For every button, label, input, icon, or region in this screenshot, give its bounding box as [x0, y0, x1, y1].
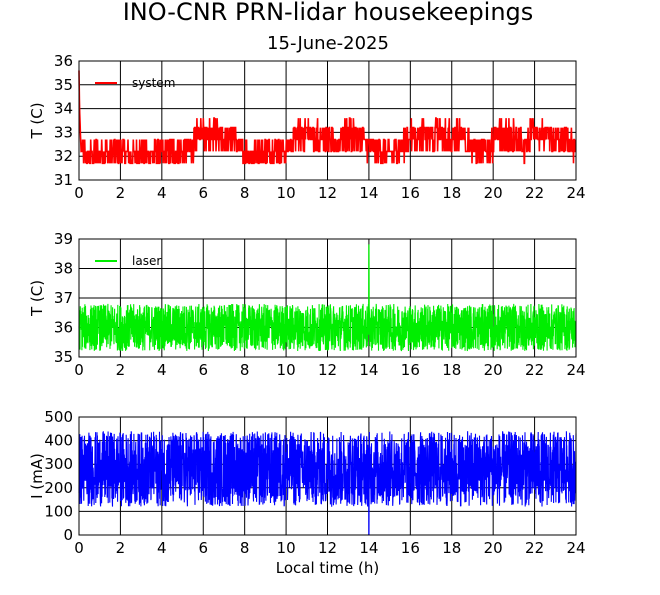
x-tick-label: 10: [277, 539, 296, 557]
x-tick-label: 6: [198, 361, 208, 379]
legend-label: system: [132, 76, 175, 90]
x-tick-label: 0: [74, 361, 84, 379]
x-tick-label: 14: [359, 539, 378, 557]
y-tick-label: 35: [54, 348, 73, 366]
x-tick-label: 14: [359, 184, 378, 202]
x-tick-label: 4: [157, 539, 167, 557]
x-tick-label: 24: [566, 539, 585, 557]
y-tick-label: 500: [44, 408, 73, 426]
chart-title: INO-CNR PRN-lidar housekeepings: [123, 0, 534, 26]
x-tick-label: 20: [484, 361, 503, 379]
y-tick-label: 400: [44, 432, 73, 450]
y-tick-label: 100: [44, 502, 73, 520]
x-tick-label: 0: [74, 184, 84, 202]
series-line-current: [78, 431, 577, 536]
series-line-system: [78, 70, 577, 165]
x-tick-label: 4: [157, 361, 167, 379]
y-tick-label: 39: [54, 230, 73, 248]
y-tick-label: 36: [54, 319, 73, 337]
y-tick-label: 37: [54, 289, 73, 307]
x-tick-label: 10: [277, 361, 296, 379]
plot-frame: [78, 416, 577, 536]
y-tick-label: 35: [54, 76, 73, 94]
series-line-laser: [78, 244, 577, 352]
x-tick-label: 10: [277, 184, 296, 202]
chart-subtitle: 15-June-2025: [267, 33, 389, 54]
x-tick-label: 18: [442, 361, 461, 379]
y-tick-label: 36: [54, 52, 73, 70]
x-tick-label: 22: [525, 361, 544, 379]
y-axis-label: I (mA): [28, 453, 46, 499]
x-tick-label: 16: [401, 184, 420, 202]
x-tick-label: 6: [198, 184, 208, 202]
y-tick-label: 0: [63, 526, 73, 544]
x-tick-label: 16: [401, 361, 420, 379]
x-tick-label: 20: [484, 184, 503, 202]
y-tick-label: 200: [44, 479, 73, 497]
x-tick-label: 2: [116, 539, 126, 557]
plot-frame: [78, 60, 577, 181]
x-tick-label: 20: [484, 539, 503, 557]
x-tick-label: 6: [198, 539, 208, 557]
x-tick-label: 22: [525, 539, 544, 557]
x-tick-label: 2: [116, 184, 126, 202]
y-tick-label: 38: [54, 260, 73, 278]
x-tick-label: 24: [566, 184, 585, 202]
x-tick-label: 8: [240, 184, 250, 202]
y-tick-label: 33: [54, 123, 73, 141]
y-tick-label: 34: [54, 100, 73, 118]
x-tick-label: 2: [116, 361, 126, 379]
x-tick-label: 8: [240, 539, 250, 557]
x-tick-label: 16: [401, 539, 420, 557]
x-axis-label: Local time (h): [276, 559, 380, 577]
x-tick-label: 14: [359, 361, 378, 379]
x-tick-label: 22: [525, 184, 544, 202]
x-tick-label: 12: [318, 361, 337, 379]
y-axis-label: T (C): [28, 102, 46, 139]
x-tick-label: 18: [442, 539, 461, 557]
y-tick-label: 32: [54, 147, 73, 165]
y-axis-label: T (C): [28, 280, 46, 317]
x-tick-label: 18: [442, 184, 461, 202]
x-tick-label: 12: [318, 184, 337, 202]
plot-frame: [78, 238, 577, 358]
x-tick-label: 8: [240, 361, 250, 379]
x-tick-label: 0: [74, 539, 84, 557]
x-tick-label: 24: [566, 361, 585, 379]
x-tick-label: 12: [318, 539, 337, 557]
y-tick-label: 31: [54, 171, 73, 189]
legend-label: laser: [132, 254, 161, 268]
y-tick-label: 300: [44, 455, 73, 473]
x-tick-label: 4: [157, 184, 167, 202]
